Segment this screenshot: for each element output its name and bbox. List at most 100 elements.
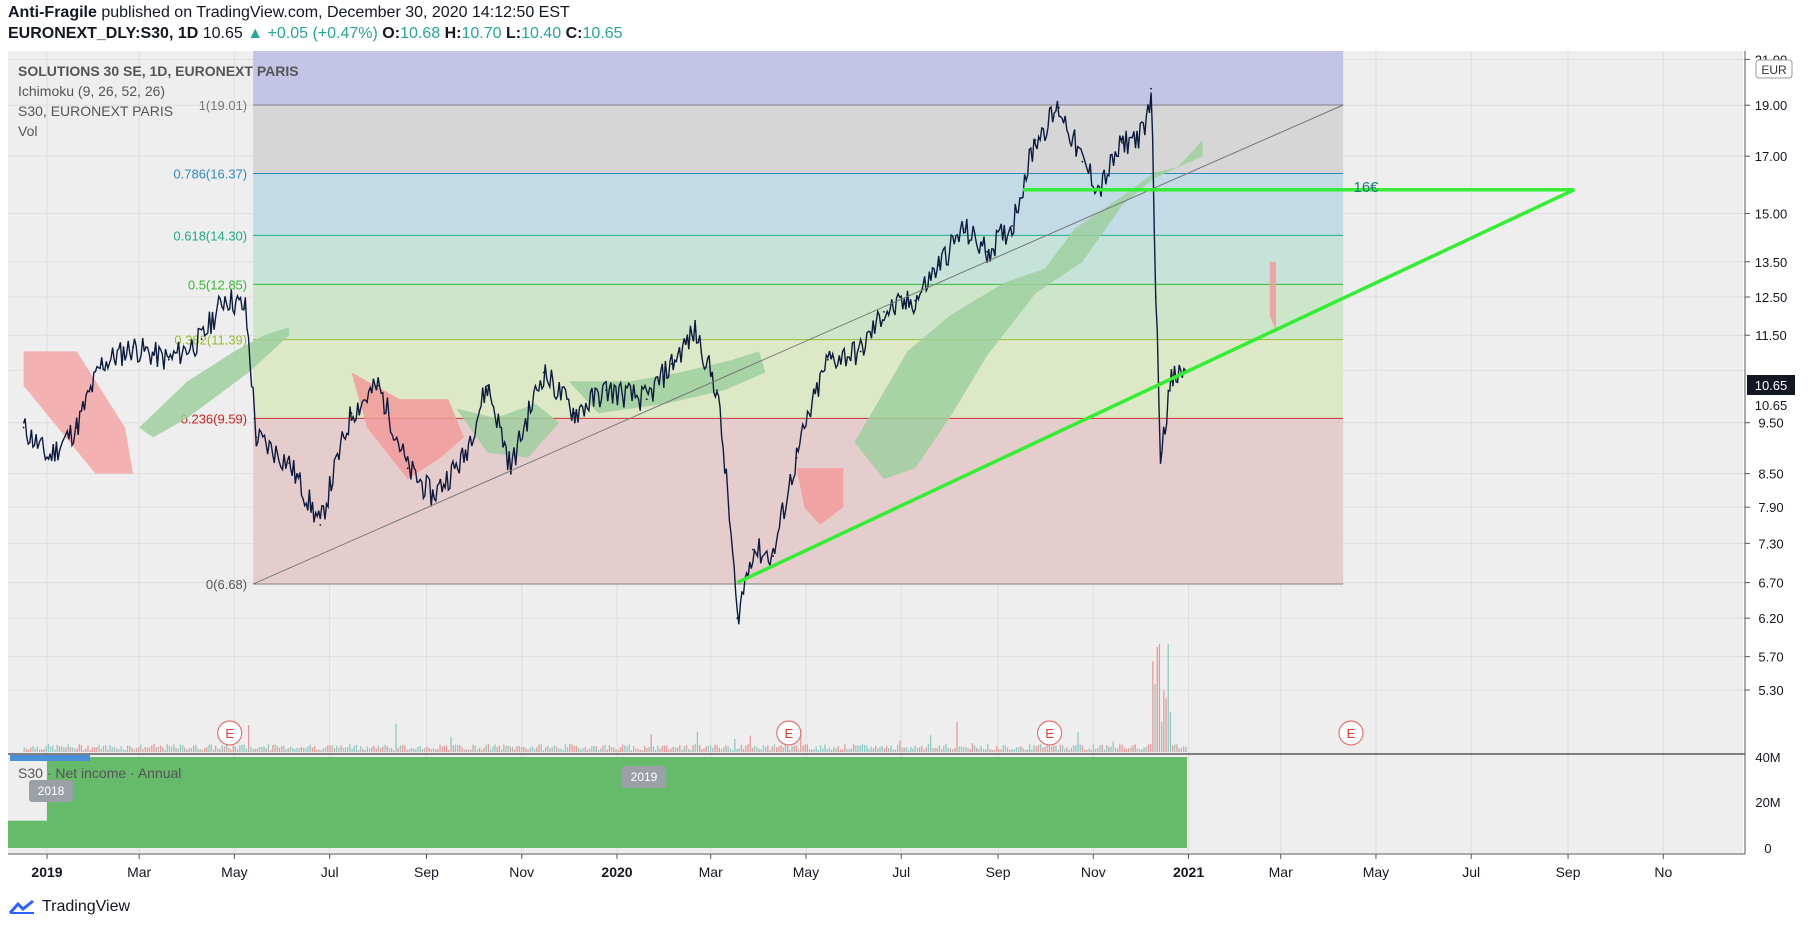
volume-bar: [305, 748, 307, 752]
year-tag[interactable]: [29, 780, 73, 802]
volume-bar: [192, 745, 195, 752]
volume-bar: [1165, 698, 1167, 752]
volume-bar: [613, 747, 615, 752]
volume-bar: [872, 748, 875, 752]
volume-bar: [1055, 745, 1057, 752]
ichimoku-cloud: [351, 372, 464, 480]
volume-bar: [808, 748, 811, 752]
earnings-marker-icon[interactable]: [1338, 720, 1364, 746]
author-name[interactable]: Anti-Fragile: [8, 4, 97, 21]
volume-bar: [309, 744, 311, 752]
year-tag[interactable]: [622, 766, 666, 788]
volume-bar: [723, 747, 725, 752]
volume-bar: [782, 747, 784, 752]
volume-bar: [833, 746, 835, 752]
volume-bar: [767, 745, 769, 752]
volume-bar: [1070, 747, 1073, 752]
volume-bar: [289, 746, 292, 752]
volume-bar: [982, 749, 985, 752]
time-axis-label: 2019: [31, 864, 62, 880]
volume-bar: [1044, 746, 1046, 752]
volume-bar: [551, 747, 553, 752]
volume-bar: [322, 748, 325, 752]
volume-bar: [639, 749, 641, 752]
volume-bar: [80, 745, 83, 752]
volume-bar: [496, 746, 498, 752]
volume-bar: [692, 745, 694, 752]
volume-bar: [283, 745, 285, 752]
volume-bar: [797, 749, 800, 752]
volume-bar: [852, 744, 855, 752]
price-point: [486, 384, 489, 387]
volume-bar: [560, 748, 562, 752]
symbol-label: EURONEXT_DLY:S30, 1D: [8, 25, 199, 42]
volume-bar: [397, 747, 399, 752]
volume-bar: [313, 745, 316, 752]
volume-bar: [474, 745, 476, 752]
volume-bar: [1182, 746, 1185, 752]
volume-bar: [795, 745, 798, 752]
earnings-marker-icon[interactable]: [1036, 720, 1063, 746]
volume-bar: [901, 747, 903, 752]
volume-bar: [604, 744, 606, 752]
volume-bar: [918, 747, 921, 752]
volume-bar: [285, 749, 287, 752]
legend-ichimoku[interactable]: Ichimoku (9, 26, 52, 26): [18, 83, 165, 99]
volume-bar: [426, 746, 428, 752]
volume-bar: [874, 745, 877, 752]
volume-bar: [1006, 747, 1009, 752]
ichimoku-cloud: [23, 351, 133, 474]
currency-box[interactable]: [1755, 59, 1793, 79]
legend-compare[interactable]: S30, EURONEXT PARIS: [18, 103, 173, 119]
volume-bar: [1083, 749, 1086, 752]
volume-bar: [962, 747, 965, 752]
volume-bar: [969, 749, 971, 752]
volume-bar: [307, 746, 309, 752]
volume-bar: [566, 747, 569, 752]
footer-brand[interactable]: TradingView: [8, 898, 130, 916]
price-chart[interactable]: 1(19.01) 0.786(16.37) 0.618(14.30) 0.5(12.8…: [0, 0, 1808, 890]
volume-bar: [379, 748, 382, 752]
earnings-marker-icon[interactable]: [776, 720, 802, 746]
price-point: [255, 436, 258, 439]
volume-bar: [144, 747, 146, 752]
price-point: [350, 412, 353, 415]
volume-bar: [881, 745, 883, 752]
volume-bar: [291, 747, 294, 752]
price-axis-label: 15.00: [1755, 207, 1788, 222]
volume-bar: [122, 749, 124, 752]
volume-bar: [287, 748, 289, 752]
volume-bar: [87, 745, 89, 752]
earnings-marker-icon[interactable]: [217, 720, 243, 746]
price-change: +0.05 (+0.47%): [267, 25, 378, 42]
volume-bar: [111, 747, 113, 752]
annotation-16-euro[interactable]: 16€: [1353, 179, 1379, 196]
legend-volume[interactable]: Vol: [18, 123, 37, 139]
price-axis-label: 11.50: [1755, 328, 1787, 343]
volume-bar: [681, 749, 683, 752]
volume-bar: [731, 749, 734, 752]
price-series-line: [22, 92, 1186, 625]
price-point: [826, 358, 829, 361]
time-axis-label: No: [1654, 864, 1672, 880]
volume-bar: [472, 744, 474, 752]
price-axis-label: 19.00: [1755, 98, 1788, 113]
volume-bar: [225, 744, 228, 752]
volume-bar: [331, 745, 333, 752]
rising-support-line[interactable]: [736, 188, 1576, 585]
price-point: [1081, 160, 1084, 163]
volume-bar: [267, 744, 270, 752]
volume-bar: [762, 745, 765, 752]
volume-bar: [214, 745, 217, 752]
high-label: H:: [444, 25, 462, 42]
volume-bar: [23, 747, 25, 752]
volume-bar: [1075, 745, 1077, 752]
volume-bar: [1037, 745, 1040, 752]
volume-bar: [780, 745, 782, 752]
volume-bar: [170, 746, 173, 752]
price-axis-label: 13.50: [1755, 255, 1788, 270]
volume-bar: [806, 744, 809, 752]
volume-bar: [437, 748, 439, 752]
volume-bar: [311, 747, 314, 752]
volume-bar: [1000, 749, 1002, 752]
